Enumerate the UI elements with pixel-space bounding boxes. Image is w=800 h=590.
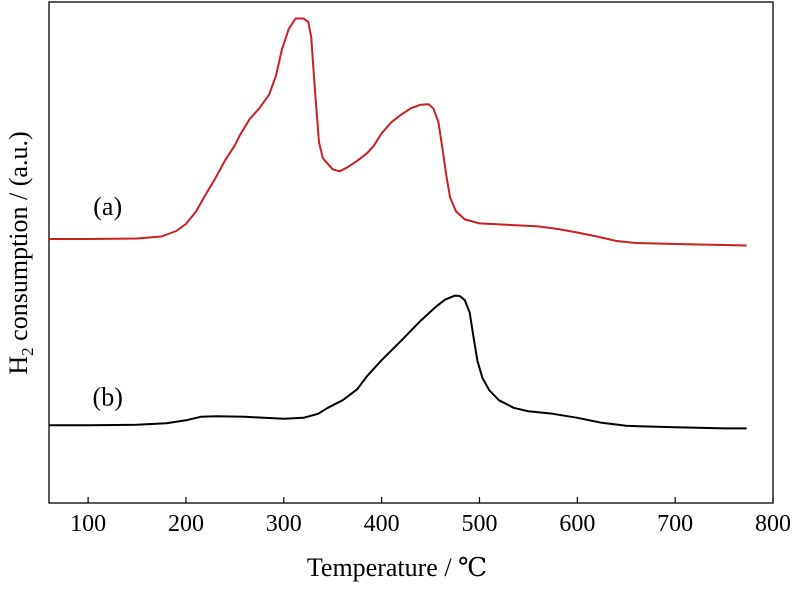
x-tick-label-200: 200 xyxy=(168,511,204,537)
y-axis-title-subscript: 2 xyxy=(18,347,37,356)
x-ticks: 100 200 300 400 500 600 700 800 xyxy=(70,497,791,537)
series-label-b: (b) xyxy=(93,382,123,411)
annotations: (a) (b) xyxy=(93,192,123,411)
y-axis-title-rest: consumption / (a.u.) xyxy=(4,131,33,347)
x-tick-label-600: 600 xyxy=(559,511,595,537)
y-axis-title: H2 consumption / (a.u.) xyxy=(4,131,37,374)
x-tick-label-300: 300 xyxy=(266,511,302,537)
x-tick-label-500: 500 xyxy=(461,511,497,537)
series-line-a xyxy=(49,17,747,247)
plot-frame xyxy=(48,1,774,504)
x-tick-label-400: 400 xyxy=(364,511,400,537)
x-tick-label-100: 100 xyxy=(70,511,106,537)
series-group xyxy=(49,17,747,430)
x-axis-title: Temperature / ℃ xyxy=(307,553,487,582)
y-axis-title-main: H xyxy=(4,356,33,375)
x-tick-label-800: 800 xyxy=(755,511,791,537)
series-line-b xyxy=(49,294,747,430)
series-label-a: (a) xyxy=(93,192,122,221)
x-tick-label-700: 700 xyxy=(657,511,693,537)
